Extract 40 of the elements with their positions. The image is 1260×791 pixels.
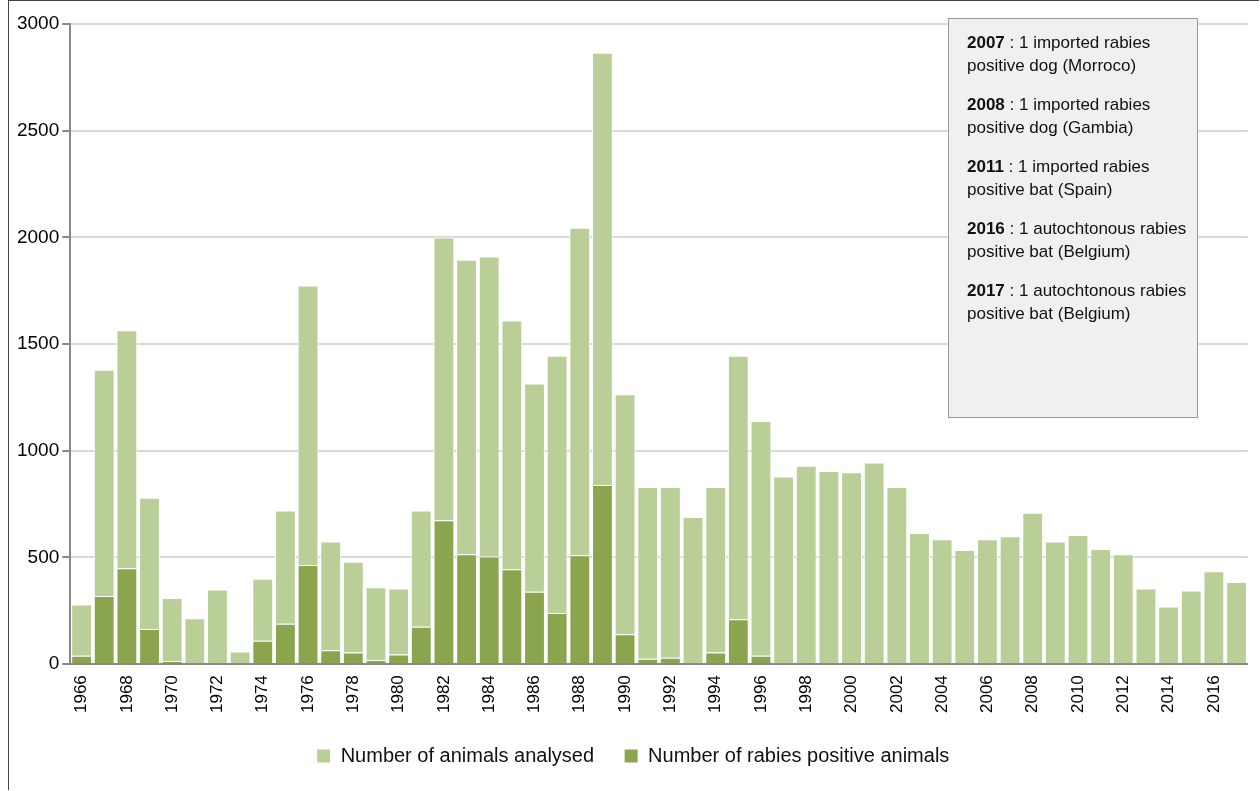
y-tick-label: 1500 <box>16 332 60 354</box>
x-tick-label: 1980 <box>388 675 408 714</box>
x-tick-label: 2006 <box>977 675 997 714</box>
annotation: 2017 : 1 autochtonous rabies positive bat (Belgium) <box>967 280 1188 325</box>
x-tick-label: 2012 <box>1112 675 1132 714</box>
x-tick-label: 1998 <box>795 675 815 714</box>
annotation: 2011 : 1 imported rabies positive bat (Spain) <box>967 156 1151 201</box>
x-tick-label: 1994 <box>705 675 725 714</box>
x-tick-label: 2016 <box>1203 675 1223 714</box>
x-tick-label: 1996 <box>750 675 770 714</box>
x-tick-label: 1972 <box>207 675 227 714</box>
x-tick-label: 2004 <box>931 675 951 714</box>
y-tick-label: 2000 <box>16 225 60 247</box>
x-tick-label: 1968 <box>116 675 136 714</box>
x-tick-label: 1984 <box>478 675 498 714</box>
y-tick-label: 1000 <box>16 439 60 461</box>
x-tick-label: 1974 <box>252 675 272 714</box>
y-tick-label: 500 <box>27 545 60 567</box>
x-tick-label: 1986 <box>524 675 544 714</box>
y-tick-label: 0 <box>48 652 60 674</box>
x-tick-label: 1992 <box>660 675 680 714</box>
y-tick-label: 2500 <box>16 118 60 140</box>
x-tick-label: 1990 <box>614 675 634 714</box>
x-tick-label: 1970 <box>161 675 181 714</box>
legend-label: Number of animals analysed <box>340 743 595 766</box>
x-tick-label: 1966 <box>71 675 91 714</box>
annotation: 2016 : 1 autochtonous rabies positive bat (Belgium) <box>967 218 1188 263</box>
annotation: 2007 : 1 imported rabies positive dog (Morroco) <box>967 32 1152 77</box>
x-tick-label: 1988 <box>569 675 589 714</box>
x-tick-label: 1982 <box>433 675 453 714</box>
x-tick-label: 2000 <box>841 675 861 714</box>
annotation: 2008 : 1 imported rabies positive dog (Gambia) <box>967 94 1152 139</box>
x-tick-label: 1978 <box>343 675 363 714</box>
x-tick-label: 2008 <box>1022 675 1042 714</box>
legend-label: Number of rabies positive animals <box>648 743 950 766</box>
x-tick-label: 2002 <box>886 675 906 714</box>
x-tick-label: 2014 <box>1158 675 1178 714</box>
y-tick-label: 3000 <box>16 12 60 34</box>
x-tick-label: 2010 <box>1067 675 1087 714</box>
x-tick-label: 1976 <box>297 675 317 714</box>
